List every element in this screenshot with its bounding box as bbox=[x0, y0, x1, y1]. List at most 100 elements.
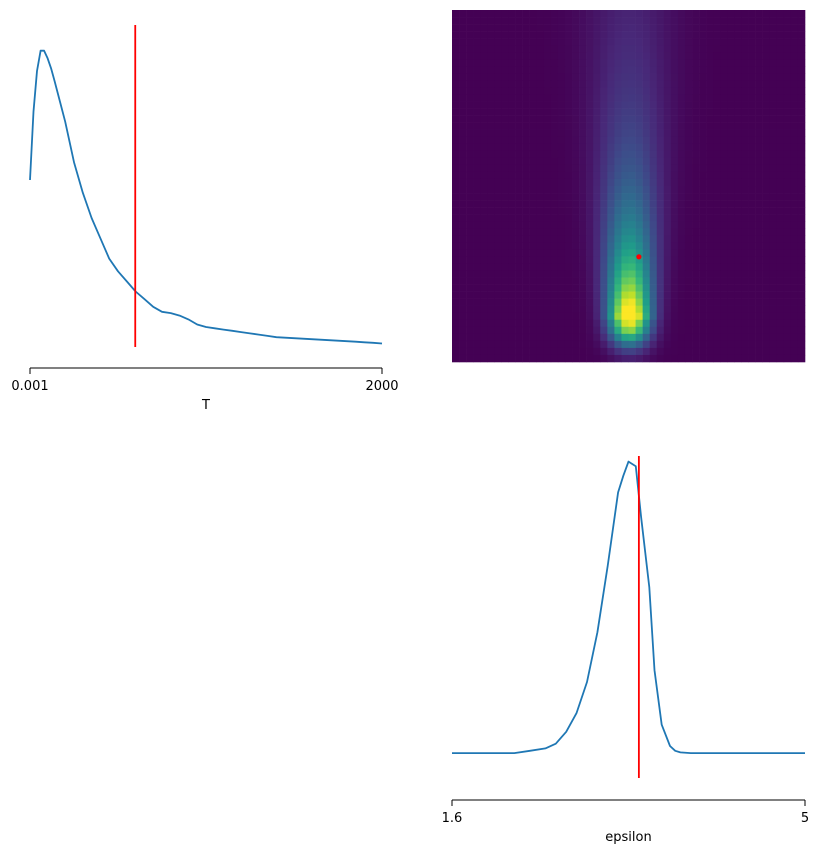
heatmap-cell bbox=[699, 298, 707, 306]
heatmap-cell bbox=[797, 171, 806, 180]
heatmap-cell bbox=[508, 319, 516, 328]
heatmap-cell bbox=[494, 270, 502, 278]
heatmap-cell bbox=[692, 263, 700, 271]
heatmap-cell bbox=[762, 284, 770, 292]
heatmap-cell bbox=[748, 38, 756, 46]
heatmap-cell bbox=[656, 256, 665, 264]
heatmap-cell bbox=[677, 108, 686, 116]
heatmap-cell bbox=[663, 242, 672, 250]
heatmap-cell bbox=[776, 87, 785, 95]
heatmap-cell bbox=[706, 94, 714, 102]
heatmap-cell bbox=[741, 221, 749, 229]
heatmap-cell bbox=[452, 52, 460, 60]
heatmap-cell bbox=[466, 178, 474, 187]
heatmap-cell bbox=[607, 87, 615, 95]
heatmap-cell bbox=[642, 122, 650, 130]
heatmap-cell bbox=[543, 38, 552, 46]
heatmap-cell bbox=[769, 221, 778, 229]
heatmap-cell bbox=[550, 242, 559, 250]
heatmap-cell bbox=[572, 129, 580, 138]
heatmap-cell bbox=[564, 340, 573, 349]
heatmap-cell bbox=[713, 291, 721, 299]
heatmap-cell bbox=[579, 52, 587, 60]
heatmap-cell bbox=[480, 193, 488, 201]
heatmap-cell bbox=[607, 277, 615, 285]
heatmap-cell bbox=[741, 347, 749, 356]
heatmap-cell bbox=[628, 263, 636, 271]
heatmap-cell bbox=[727, 270, 735, 278]
heatmap-cell bbox=[557, 178, 566, 187]
heatmap-cell bbox=[670, 143, 679, 152]
heatmap-cell bbox=[586, 214, 594, 222]
heatmap-cell bbox=[656, 129, 665, 138]
heatmap-cell bbox=[586, 186, 594, 194]
heatmap-cell bbox=[684, 94, 693, 102]
heatmap-cell bbox=[557, 291, 566, 299]
heatmap-cell bbox=[564, 305, 573, 314]
heatmap-cell bbox=[635, 305, 643, 314]
heatmap-cell bbox=[621, 150, 629, 159]
heatmap-cell bbox=[762, 242, 770, 250]
heatmap-cell bbox=[727, 277, 735, 285]
heatmap-cell bbox=[564, 59, 573, 67]
heatmap-cell bbox=[593, 38, 601, 46]
heatmap-cell bbox=[543, 347, 552, 356]
heatmap-cell bbox=[459, 157, 467, 166]
heatmap-cell bbox=[769, 207, 778, 215]
heatmap-cell bbox=[593, 249, 601, 257]
heatmap-cell bbox=[586, 291, 594, 299]
heatmap-cell bbox=[727, 347, 735, 356]
heatmap-cell bbox=[572, 298, 580, 306]
heatmap-cell bbox=[501, 178, 509, 187]
heatmap-cell bbox=[564, 73, 573, 81]
heatmap-cell bbox=[487, 305, 495, 314]
heatmap-cell bbox=[670, 122, 679, 130]
heatmap-cell bbox=[529, 80, 538, 88]
heatmap-cell bbox=[607, 249, 615, 257]
heatmap-cell bbox=[508, 200, 516, 208]
heatmap-cell bbox=[487, 326, 495, 335]
heatmap-cell bbox=[550, 263, 559, 271]
heatmap-cell bbox=[677, 235, 686, 243]
heatmap-cell bbox=[713, 66, 721, 74]
heatmap-cell bbox=[572, 242, 580, 250]
heatmap-cell bbox=[543, 10, 552, 18]
heatmap-cell bbox=[522, 164, 530, 173]
heatmap-cell bbox=[508, 347, 516, 356]
heatmap-cell bbox=[579, 207, 587, 215]
heatmap-cell bbox=[586, 31, 594, 39]
heatmap-cell bbox=[515, 178, 523, 187]
heatmap-cell bbox=[459, 136, 467, 145]
heatmap-cell bbox=[621, 66, 629, 74]
heatmap-cell bbox=[487, 157, 495, 166]
heatmap-cell bbox=[649, 305, 658, 314]
heatmap-cell bbox=[663, 171, 672, 180]
heatmap-cell bbox=[536, 129, 545, 138]
heatmap-cell bbox=[600, 291, 608, 299]
heatmap-cell bbox=[473, 326, 481, 335]
heatmap-cell bbox=[741, 66, 749, 74]
heatmap-cell bbox=[663, 136, 672, 145]
heatmap-cell bbox=[656, 207, 665, 215]
heatmap-cell bbox=[727, 122, 735, 130]
heatmap-cell bbox=[692, 326, 700, 335]
epsilon-x-tick-label-0: 1.6 bbox=[442, 811, 463, 826]
heatmap-cell bbox=[656, 214, 665, 222]
heatmap-cell bbox=[776, 101, 785, 109]
heatmap-cell bbox=[557, 200, 566, 208]
heatmap-cell bbox=[649, 143, 658, 152]
heatmap-cell bbox=[628, 326, 636, 335]
heatmap-cell bbox=[459, 298, 467, 306]
heatmap-cell bbox=[466, 200, 474, 208]
heatmap-cell bbox=[466, 59, 474, 67]
heatmap-cell bbox=[600, 171, 608, 180]
heatmap-cell bbox=[536, 242, 545, 250]
heatmap-cell bbox=[790, 157, 799, 166]
heatmap-cell bbox=[706, 228, 714, 236]
heatmap-cell bbox=[748, 193, 756, 201]
heatmap-cell bbox=[593, 136, 601, 145]
heatmap-cell bbox=[741, 298, 749, 306]
heatmap-cell bbox=[642, 94, 650, 102]
heatmap-cell bbox=[790, 256, 799, 264]
heatmap-cell bbox=[593, 10, 601, 18]
